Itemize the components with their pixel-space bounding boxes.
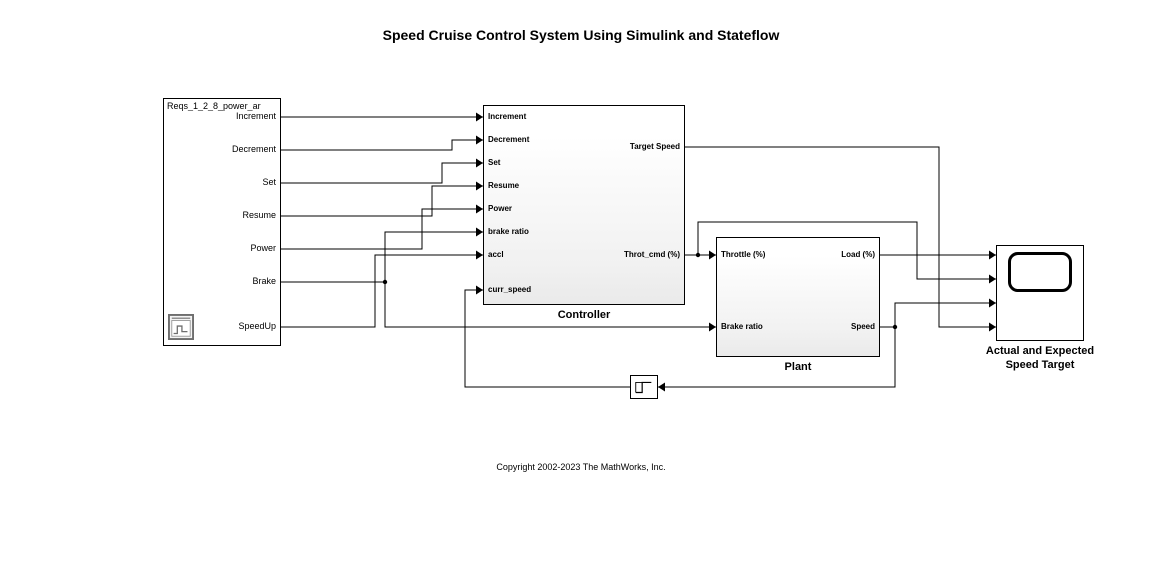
controller-output-label: Throt_cmd (%): [624, 250, 680, 259]
controller-input-label: Increment: [488, 112, 526, 121]
scope-label-line2: Speed Target: [966, 359, 1114, 371]
diagram-title: Speed Cruise Control System Using Simuli…: [0, 27, 1162, 43]
controller-output-label: Target Speed: [630, 142, 680, 151]
controller-input-label: curr_speed: [488, 285, 531, 294]
controller-label: Controller: [483, 309, 685, 321]
sigbuilder-output-label: SpeedUp: [166, 321, 276, 331]
diagram-canvas: Speed Cruise Control System Using Simuli…: [0, 0, 1162, 563]
controller-input-label: Resume: [488, 181, 519, 190]
copyright-text: Copyright 2002-2023 The MathWorks, Inc.: [0, 462, 1162, 472]
sigbuilder-output-label: Brake: [166, 276, 276, 286]
plant-label: Plant: [716, 361, 880, 373]
controller-input-label: Decrement: [488, 135, 529, 144]
sigbuilder-output-label: Resume: [166, 210, 276, 220]
sigbuilder-output-label: Increment: [166, 111, 276, 121]
memory-block[interactable]: [630, 375, 658, 399]
plant-input-label: Throttle (%): [721, 250, 765, 259]
plant-output-label: Speed: [851, 322, 875, 331]
sigbuilder-output-label: Set: [166, 177, 276, 187]
controller-input-label: Power: [488, 204, 512, 213]
plant-output-label: Load (%): [841, 250, 875, 259]
sigbuilder-output-label: Decrement: [166, 144, 276, 154]
controller-input-label: Set: [488, 158, 500, 167]
sigbuilder-output-label: Power: [166, 243, 276, 253]
plant-input-label: Brake ratio: [721, 322, 763, 331]
scope-screen-icon: [1008, 252, 1072, 292]
controller-input-label: brake ratio: [488, 227, 529, 236]
signal-builder-block[interactable]: Reqs_1_2_8_power_ar: [163, 98, 281, 346]
controller-input-label: accl: [488, 250, 504, 259]
signal-builder-name: Reqs_1_2_8_power_ar: [167, 101, 277, 111]
scope-label-line1: Actual and Expected: [966, 345, 1114, 357]
